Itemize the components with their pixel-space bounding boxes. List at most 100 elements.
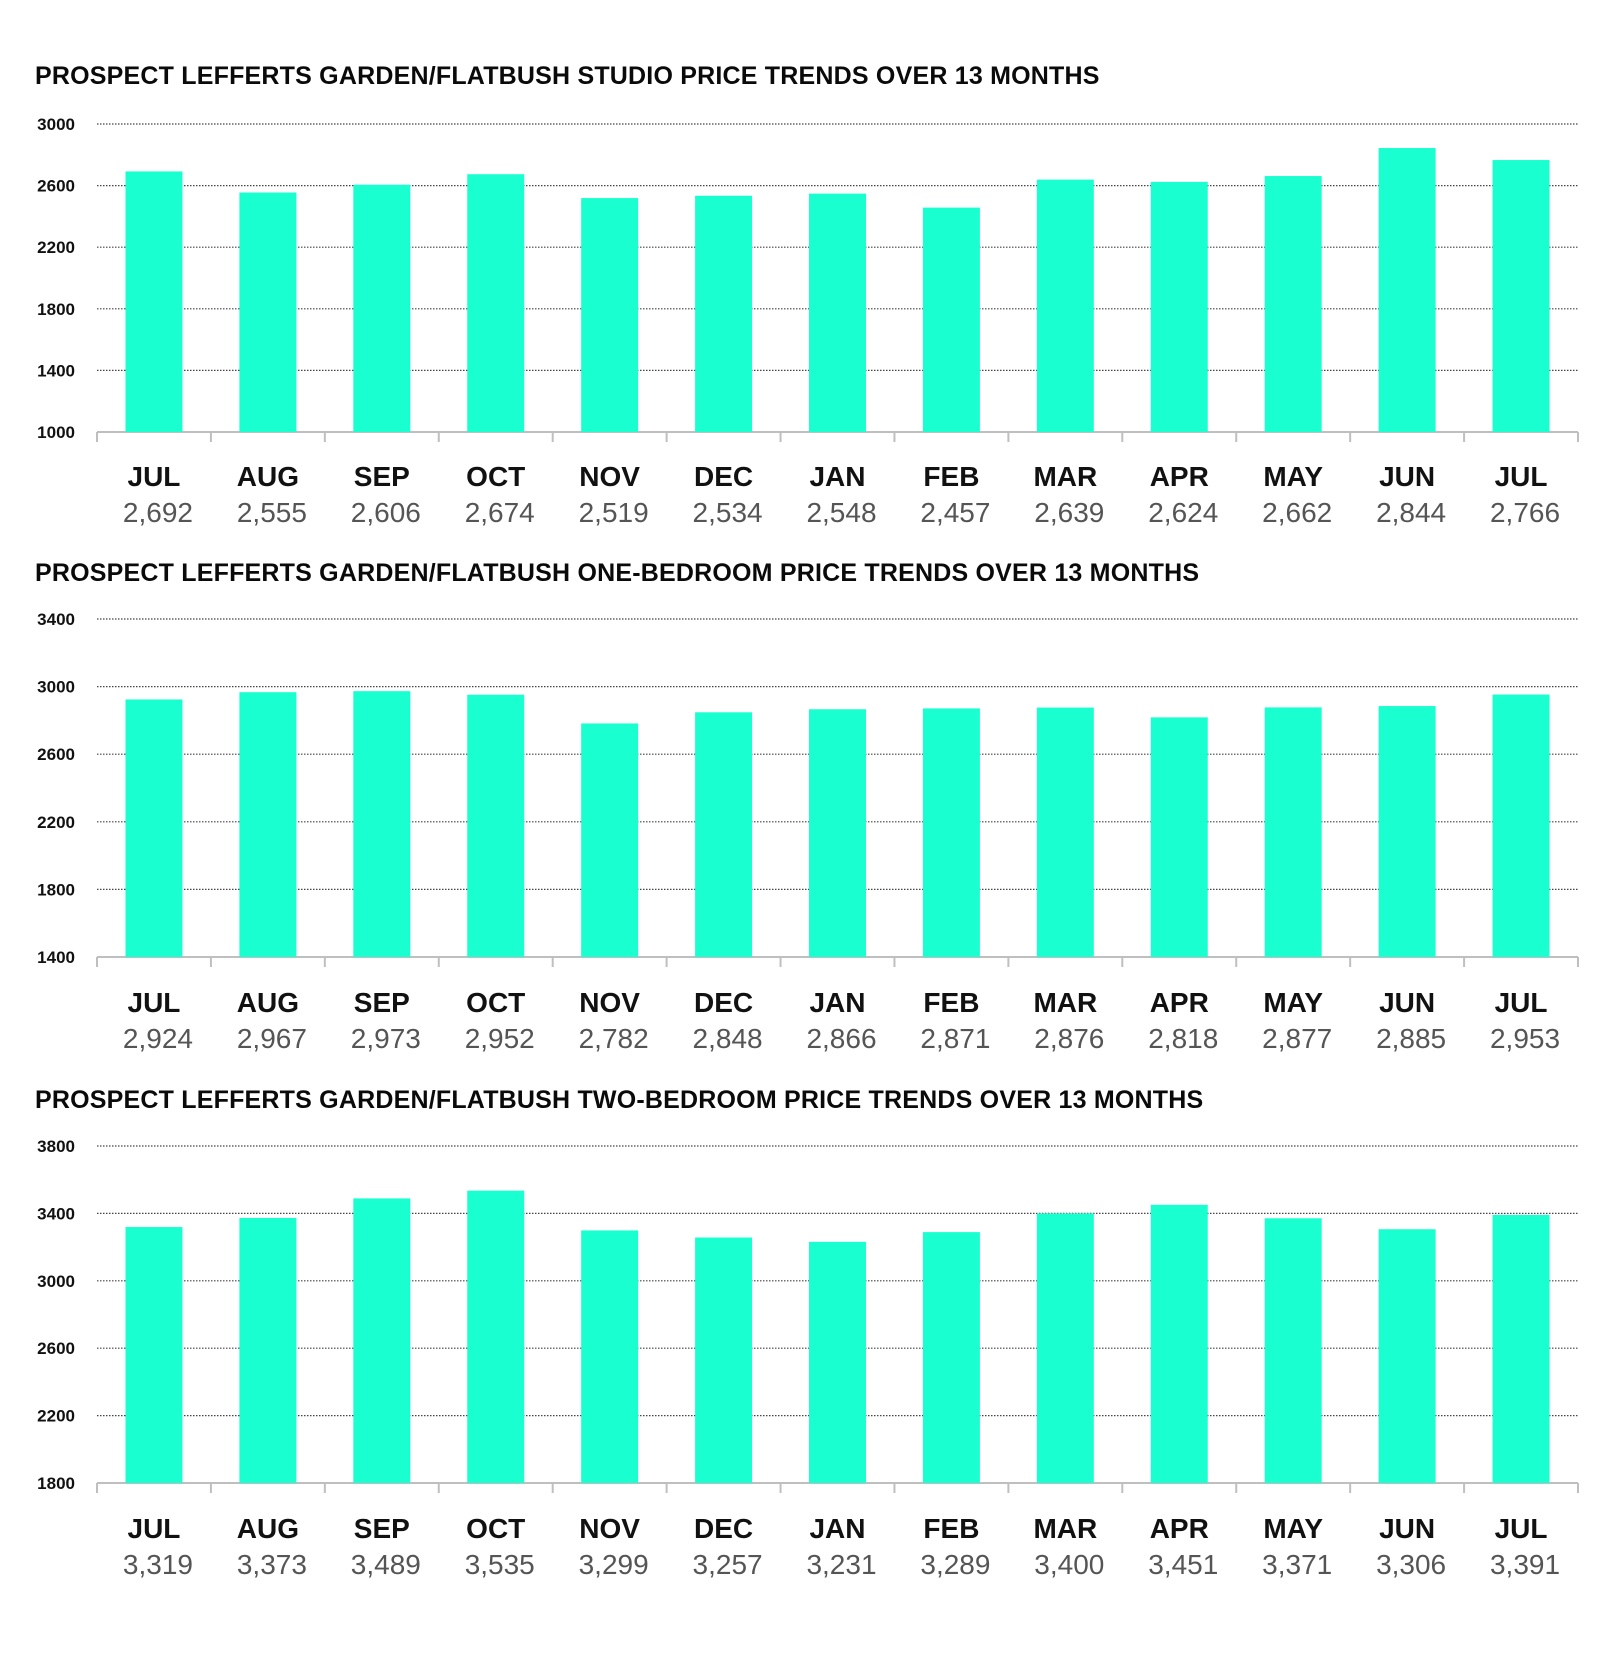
bar (581, 1230, 639, 1483)
bar (125, 699, 183, 957)
bar (809, 1241, 866, 1483)
bar (1036, 179, 1094, 432)
value-label: 2,674 (465, 497, 535, 528)
bar (1036, 707, 1094, 957)
y-tick-label: 2200 (37, 238, 75, 257)
value-label: 3,257 (693, 1549, 763, 1580)
bar (1492, 694, 1550, 957)
bar (239, 192, 297, 432)
bar (695, 1237, 753, 1483)
bar (1264, 1218, 1322, 1483)
month-label: DEC (694, 1513, 753, 1544)
month-label: APR (1150, 461, 1209, 492)
month-label: MAY (1263, 1513, 1323, 1544)
value-label: 3,451 (1148, 1549, 1218, 1580)
value-label: 2,457 (920, 497, 990, 528)
month-label: APR (1150, 1513, 1209, 1544)
y-tick-label: 1800 (37, 1474, 75, 1493)
y-tick-label: 2600 (37, 177, 75, 196)
y-tick-label: 1000 (37, 423, 75, 442)
value-label: 2,555 (237, 497, 307, 528)
month-label: NOV (579, 987, 640, 1018)
bar (809, 193, 866, 432)
month-label: NOV (579, 461, 640, 492)
month-label: JUL (1495, 1513, 1548, 1544)
bar (239, 1217, 297, 1483)
value-label: 3,319 (123, 1549, 193, 1580)
chart-title-one-bedroom: PROSPECT LEFFERTS GARDEN/FLATBUSH ONE-BE… (35, 559, 1200, 587)
bar (467, 174, 525, 433)
bar (239, 692, 297, 957)
month-label: JUL (128, 1513, 181, 1544)
y-tick-label: 3000 (37, 115, 75, 134)
chart-svg-two-bedroom: 1800 2200 2600 3000 3400 3800 JUL 3,319 AUG 3,373… (37, 1137, 1579, 1580)
bar (1036, 1213, 1094, 1483)
month-label: AUG (237, 461, 299, 492)
bar (695, 195, 753, 432)
month-label: FEB (923, 1513, 979, 1544)
value-label: 2,848 (693, 1023, 763, 1054)
value-label: 2,624 (1148, 497, 1218, 528)
month-label: DEC (694, 461, 753, 492)
month-label: AUG (237, 987, 299, 1018)
month-label: FEB (923, 461, 979, 492)
month-label: JAN (809, 461, 865, 492)
month-label: NOV (579, 1513, 640, 1544)
value-label: 2,766 (1490, 497, 1560, 528)
value-label: 3,371 (1262, 1549, 1332, 1580)
y-tick-label: 2600 (37, 1339, 75, 1358)
chart-svg-one-bedroom: 1400 1800 2200 2600 3000 3400 JUL 2,924 AUG 2,967… (37, 610, 1579, 1054)
bar (809, 709, 866, 957)
bar (1264, 707, 1322, 957)
month-label: OCT (466, 987, 525, 1018)
month-label: MAR (1033, 1513, 1097, 1544)
value-label: 3,400 (1034, 1549, 1104, 1580)
bar (581, 723, 639, 957)
value-label: 2,866 (806, 1023, 876, 1054)
value-label: 2,877 (1262, 1023, 1332, 1054)
value-label: 2,818 (1148, 1023, 1218, 1054)
value-label: 2,885 (1376, 1023, 1446, 1054)
month-label: MAY (1263, 461, 1323, 492)
y-tick-label: 2200 (37, 813, 75, 832)
value-label: 2,876 (1034, 1023, 1104, 1054)
value-label: 2,639 (1034, 497, 1104, 528)
month-label: SEP (354, 461, 410, 492)
bar (922, 1232, 980, 1483)
month-label: APR (1150, 987, 1209, 1018)
y-tick-label: 2600 (37, 745, 75, 764)
month-label: DEC (694, 987, 753, 1018)
value-label: 3,299 (579, 1549, 649, 1580)
chart-title-two-bedroom: PROSPECT LEFFERTS GARDEN/FLATBUSH TWO-BE… (35, 1086, 1204, 1114)
y-tick-label: 1800 (37, 880, 75, 899)
y-tick-label: 3400 (37, 610, 75, 629)
month-label: MAR (1033, 987, 1097, 1018)
value-label: 2,924 (123, 1023, 193, 1054)
value-label: 2,519 (579, 497, 649, 528)
month-label: OCT (466, 1513, 525, 1544)
month-label: JUL (1495, 461, 1548, 492)
bar (1264, 176, 1322, 432)
value-label: 3,289 (920, 1549, 990, 1580)
value-label: 3,489 (351, 1549, 421, 1580)
month-label: JUL (128, 987, 181, 1018)
value-label: 2,952 (465, 1023, 535, 1054)
y-tick-label: 3800 (37, 1137, 75, 1156)
bar (125, 171, 183, 432)
bar (1378, 148, 1436, 433)
chart-title-studio: PROSPECT LEFFERTS GARDEN/FLATBUSH STUDIO… (35, 62, 1100, 90)
month-label: FEB (923, 987, 979, 1018)
month-label: OCT (466, 461, 525, 492)
y-tick-label: 3400 (37, 1204, 75, 1223)
bar (125, 1227, 183, 1483)
value-label: 2,967 (237, 1023, 307, 1054)
bar (922, 708, 980, 957)
month-label: AUG (237, 1513, 299, 1544)
y-tick-label: 3000 (37, 678, 75, 697)
value-label: 2,662 (1262, 497, 1332, 528)
month-label: MAR (1033, 461, 1097, 492)
value-label: 2,871 (920, 1023, 990, 1054)
month-label: JUL (128, 461, 181, 492)
value-label: 3,391 (1490, 1549, 1560, 1580)
bar (922, 207, 980, 432)
